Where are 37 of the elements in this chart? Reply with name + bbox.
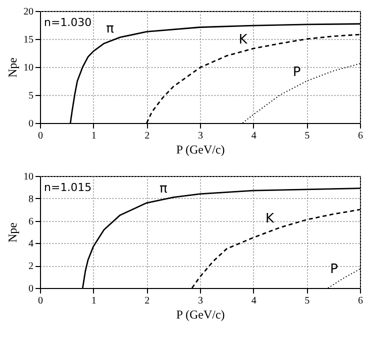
y-tick-label: 0	[28, 284, 34, 294]
y-tick-label: 20	[24, 6, 34, 18]
x-tick-label: 2	[144, 130, 150, 142]
series-label: K	[265, 212, 274, 227]
y-axis-title: Npe	[6, 58, 20, 78]
series-label: P	[292, 65, 301, 80]
y-axis-title: Npe	[6, 222, 20, 242]
series-label: π	[106, 21, 114, 36]
x-tick-label: 5	[304, 296, 310, 306]
x-tick-label: 1	[91, 130, 96, 142]
x-axis-title: P (GeV/c)	[176, 308, 225, 322]
annotation: n=1.030	[44, 16, 92, 29]
y-tick-label: 6	[28, 216, 34, 228]
x-tick-label: 6	[358, 130, 363, 142]
x-tick-label: 2	[144, 296, 150, 306]
x-tick-label: 3	[198, 296, 203, 306]
x-tick-label: 6	[358, 296, 363, 306]
y-tick-label: 10	[24, 62, 34, 74]
x-tick-label: 4	[251, 130, 256, 142]
series-label: K	[238, 32, 248, 48]
x-tick-label: 5	[304, 130, 310, 142]
series-label: π	[160, 181, 168, 196]
x-tick-label: 0	[38, 296, 43, 306]
x-axis-title: P (GeV/c)	[176, 142, 225, 156]
y-tick-label: 8	[28, 194, 34, 205]
series-label: P	[330, 262, 338, 277]
x-tick-label: 4	[251, 296, 256, 306]
y-tick-label: 4	[28, 238, 34, 250]
y-tick-label: 15	[24, 34, 34, 46]
y-tick-label: 0	[28, 118, 34, 130]
x-tick-label: 3	[198, 130, 203, 142]
x-tick-label: 1	[91, 296, 96, 306]
annotation: n=1.015	[44, 181, 92, 194]
x-tick-label: 0	[38, 130, 43, 142]
y-tick-label: 5	[28, 90, 34, 102]
y-tick-label: 10	[24, 172, 34, 182]
y-tick-label: 2	[28, 261, 34, 272]
